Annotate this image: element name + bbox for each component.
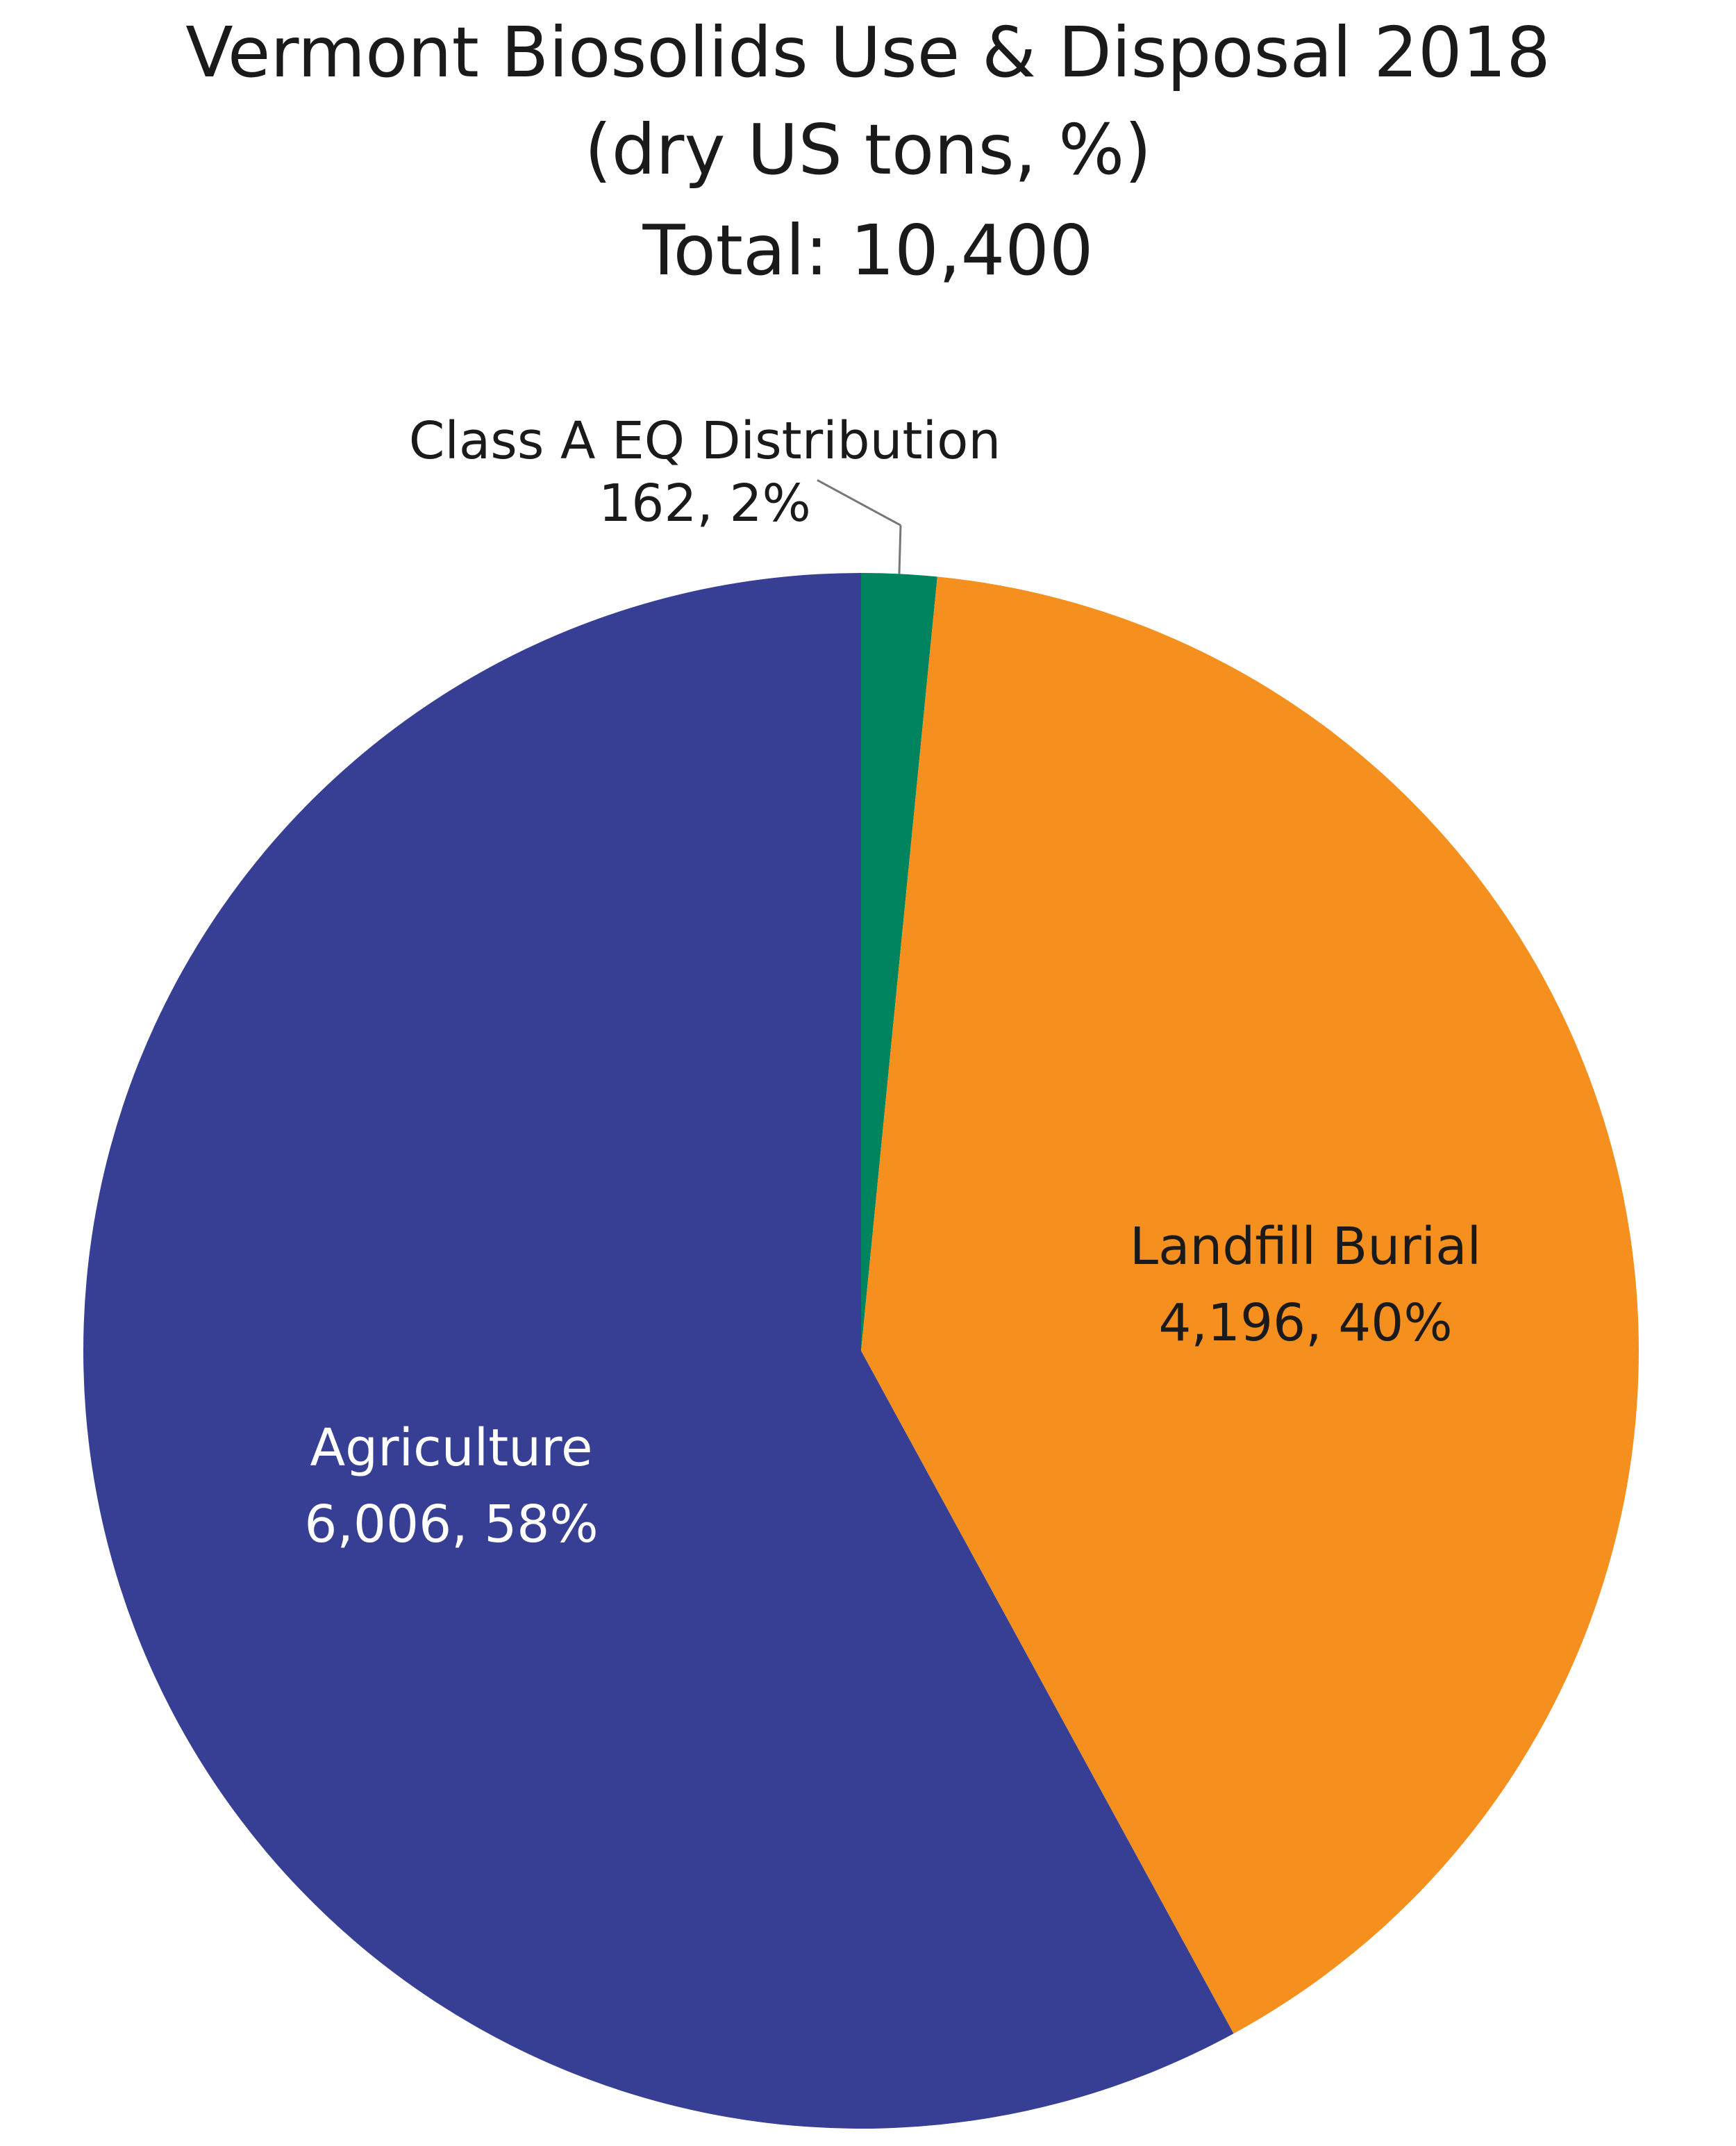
- slice-label-value: 6,006, 58%: [304, 1495, 598, 1554]
- slice-label-value: 162, 2%: [599, 474, 811, 533]
- slice-label-name: Agriculture: [310, 1418, 593, 1478]
- chart-subtitle: (dry US tons, %): [585, 109, 1152, 190]
- pie-slice-landfill-burial: [861, 576, 1639, 2034]
- pie-slice-agriculture: [83, 573, 1234, 2129]
- pie-slice-class-a-eq-distribution: [861, 573, 937, 1351]
- chart-title: Vermont Biosolids Use & Disposal 2018: [185, 12, 1551, 93]
- leader-line: [898, 525, 902, 574]
- chart-total: Total: 10,400: [642, 210, 1094, 291]
- leader-line: [817, 479, 901, 526]
- slice-label-value: 4,196, 40%: [1158, 1293, 1452, 1353]
- slice-label-name: Landfill Burial: [1130, 1217, 1481, 1276]
- pie-slices: [83, 573, 1639, 2129]
- slice-label-name: Class A EQ Distribution: [409, 411, 1001, 471]
